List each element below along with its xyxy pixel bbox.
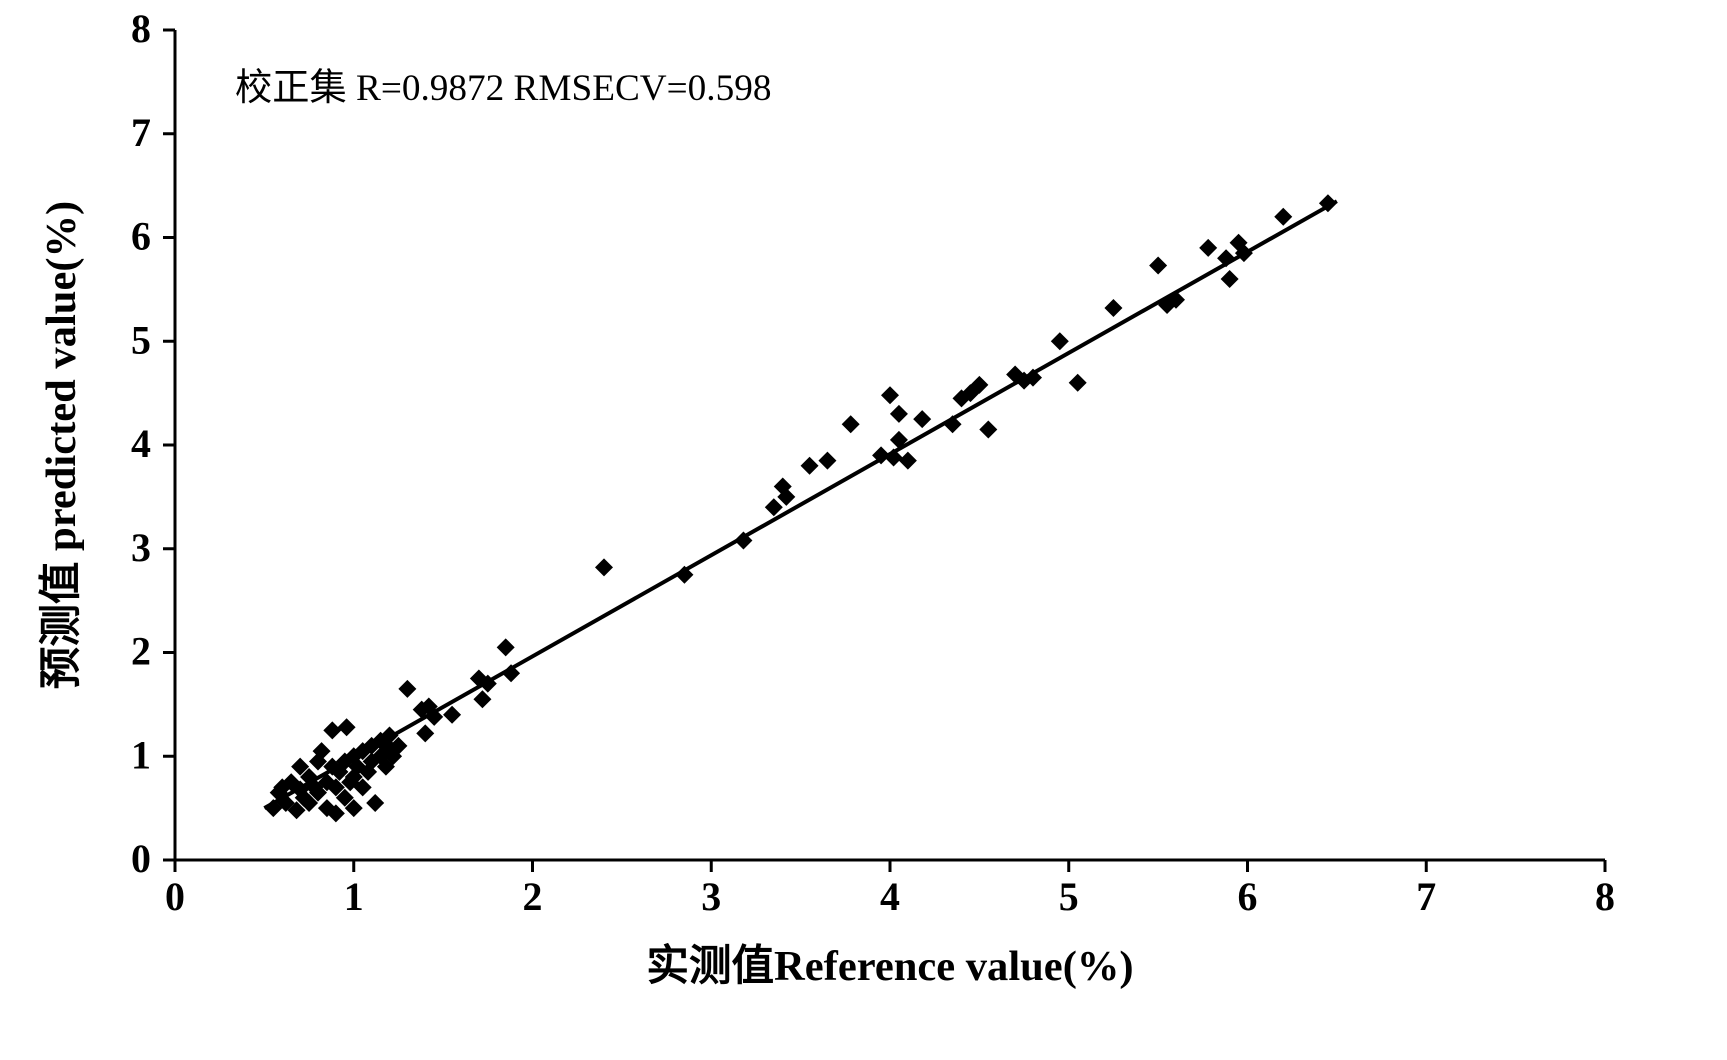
y-tick-label: 3	[131, 525, 151, 570]
x-tick-label: 7	[1416, 874, 1436, 919]
y-tick-label: 5	[131, 317, 151, 362]
chart-svg: 0 1 2 3 4 5 6 7 8 0 1 2 3 4 5 6 7 8 实测值Reference value(%) 预…	[0, 0, 1727, 1060]
x-tick-label: 8	[1595, 874, 1615, 919]
x-tick-label: 1	[344, 874, 364, 919]
y-tick-label: 0	[131, 836, 151, 881]
x-tick-label: 3	[701, 874, 721, 919]
y-tick-label: 2	[131, 629, 151, 674]
y-tick-label: 7	[131, 110, 151, 155]
y-tick-label: 6	[131, 214, 151, 259]
x-axis-label: 实测值Reference value(%)	[646, 943, 1133, 990]
x-tick-label: 5	[1059, 874, 1079, 919]
scatter-chart: 0 1 2 3 4 5 6 7 8 0 1 2 3 4 5 6 7 8 实测值Reference value(%) 预…	[0, 0, 1727, 1060]
x-tick-label: 4	[880, 874, 900, 919]
y-tick-label: 8	[131, 6, 151, 51]
x-tick-label: 0	[165, 874, 185, 919]
y-tick-label: 1	[131, 732, 151, 777]
x-tick-label: 2	[523, 874, 543, 919]
x-tick-label: 6	[1238, 874, 1258, 919]
y-axis-label: 预测值 predicted value(%)	[38, 201, 85, 689]
chart-annotation: 校正集 R=0.9872 RMSECV=0.598	[235, 67, 771, 109]
y-tick-label: 4	[131, 421, 151, 466]
